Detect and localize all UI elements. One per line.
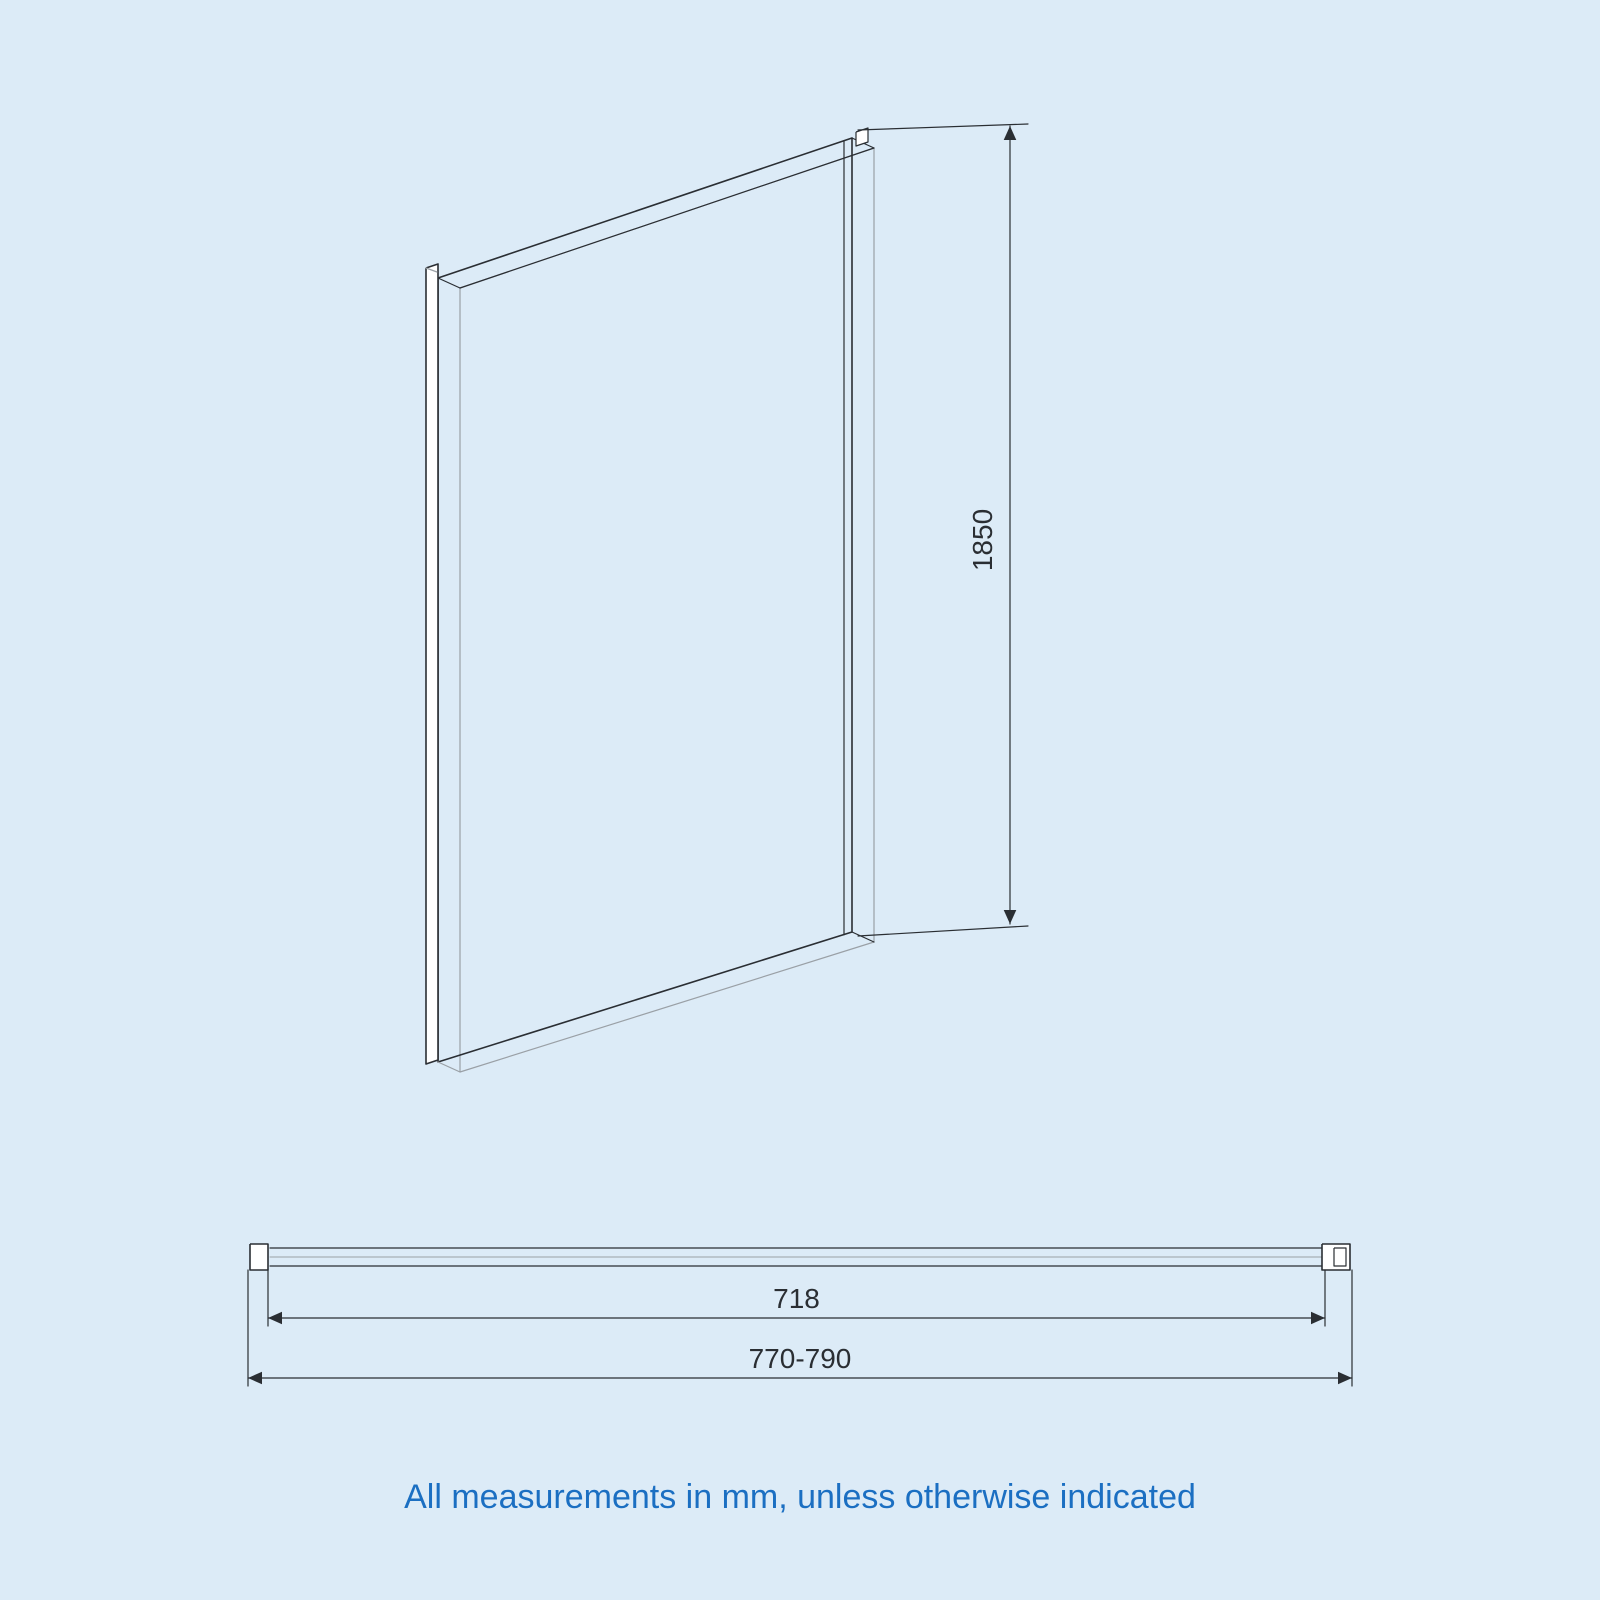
dim-width-outer-label: 770-790 xyxy=(749,1343,852,1374)
dim-width-inner-label: 718 xyxy=(773,1283,820,1314)
dim-height-label: 1850 xyxy=(967,509,998,571)
technical-drawing: 1850 718 770-790 xyxy=(0,0,1600,1600)
caption-text: All measurements in mm, unless otherwise… xyxy=(0,1478,1600,1517)
